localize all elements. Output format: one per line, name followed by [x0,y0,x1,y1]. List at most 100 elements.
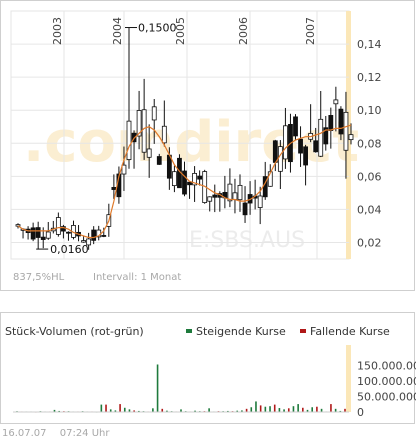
candle-body [86,238,92,246]
info-interval: Intervall: 1 Monat [93,272,181,283]
candle-body [141,109,147,153]
volume-bar [156,364,159,412]
x-tick-label: 2005 [174,17,187,45]
candle-body [161,125,167,144]
x-tick-label: 2003 [51,17,64,45]
volume-bar [166,410,168,412]
footer-timestamp: 16.07.07 07:24 Uhr [2,428,119,439]
moving-average-line [17,124,352,239]
legend-label-falling: Fallende Kurse [310,325,390,338]
volume-bar [208,408,210,412]
volume-chart: Stück-Volumen (rot-grün) Steigende Kurse F… [5,325,416,419]
info-range: 837,5%HL [13,272,65,283]
y-tick-label: 0,04 [357,203,382,216]
volume-bar [302,407,304,412]
y-tick-label: 0,14 [357,38,382,51]
x-tick-label: 2006 [237,17,250,45]
y-tick-label: 0,02 [357,236,382,249]
high-label: 0,1500 [138,22,177,35]
candle-body [338,108,344,135]
candle-body [323,127,329,145]
volume-bar [334,408,337,412]
candle-body [121,164,127,175]
candle-body [257,195,263,208]
volume-bar [241,410,243,412]
price-chart: .comdirect E:SBS.AUS 0,02 0,04 0,06 0,08 0,10 0… [10,10,382,283]
y-tick-label: 0,12 [357,71,382,84]
candle-body [242,202,248,216]
volume-bar [133,410,135,412]
candle-body [232,192,238,200]
candle-body [277,146,283,172]
candle-body [35,227,41,238]
volume-bar [161,408,164,412]
volume-bar [180,409,182,412]
x-tick-label: 2004 [111,17,124,45]
volume-bar [250,407,253,412]
candle-body [192,172,197,186]
candle-body [126,120,132,160]
y-tick-label: 0,10 [357,104,382,117]
y-tick-label: 0,06 [357,170,382,183]
volume-title: Stück-Volumen (rot-grün) [5,325,144,338]
candle-body [298,138,303,154]
volume-bar [273,404,276,412]
volume-bar [119,404,121,412]
volume-bar [194,410,196,412]
candle-body [136,110,142,137]
volume-bar [311,407,313,412]
volume-bar [245,408,248,412]
x-tick-label: 2007 [304,17,317,45]
candle-body [45,231,51,239]
candle-body [197,175,203,180]
volume-bar [100,404,103,412]
price-chart-panel: .comdirect E:SBS.AUS 0,02 0,04 0,06 0,08 0,10 0… [0,0,415,291]
current-period-highlight [346,11,351,259]
candle-body [303,146,308,166]
legend-swatch-falling [300,329,306,333]
volume-bar [339,410,342,412]
candle-body [182,170,187,195]
volume-bar [152,408,154,412]
candle-body [237,184,243,201]
volume-bar [123,407,126,412]
candle-body [151,106,157,121]
volume-bar [128,409,131,412]
candle-body [55,217,61,235]
volume-chart-panel: Stück-Volumen (rot-grün) Steigende Kurse F… [0,312,416,424]
volume-bar [330,404,332,412]
volume-bar [259,405,262,412]
footer-time: 07:24 Uhr [59,428,110,439]
candle-body [293,116,298,137]
volume-bar [138,410,140,412]
volume-bar [53,409,56,412]
volume-y-tick-label: 50.000.000 [357,390,416,403]
candle-body [91,229,97,241]
candle-body [172,171,177,187]
volume-bar [255,401,257,412]
candle-body [227,183,233,202]
watermark-bottom: E:SBS.AUS [189,228,305,253]
volume-y-tick-label: 100.000.000 [357,375,416,388]
candle-body [207,196,213,202]
volume-bar [283,409,285,412]
volume-bar [297,404,299,412]
volume-bar [58,410,60,412]
candle-body [30,227,36,240]
volume-bar [316,406,318,412]
legend-swatch-rising [186,329,192,333]
volume-bar [292,406,295,412]
watermark-top: .comdirect [23,110,359,175]
candle-body [283,125,288,160]
volume-highlight [346,345,351,412]
candle-body [40,236,46,240]
volume-bar [109,409,112,412]
volume-bar [264,406,267,412]
volume-bar [320,408,323,412]
candle-body [348,134,354,141]
candle-body [156,156,162,165]
legend-label-rising: Steigende Kurse [196,325,286,338]
candle-body [328,115,334,131]
volume-bar [344,408,346,412]
footer-date: 16.07.07 [2,428,47,439]
